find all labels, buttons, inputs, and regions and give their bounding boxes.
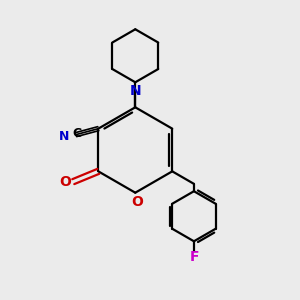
Text: C: C xyxy=(72,127,81,140)
Text: O: O xyxy=(131,195,143,209)
Text: N: N xyxy=(130,83,141,98)
Text: F: F xyxy=(190,250,199,264)
Text: N: N xyxy=(59,130,69,143)
Text: O: O xyxy=(59,175,71,189)
